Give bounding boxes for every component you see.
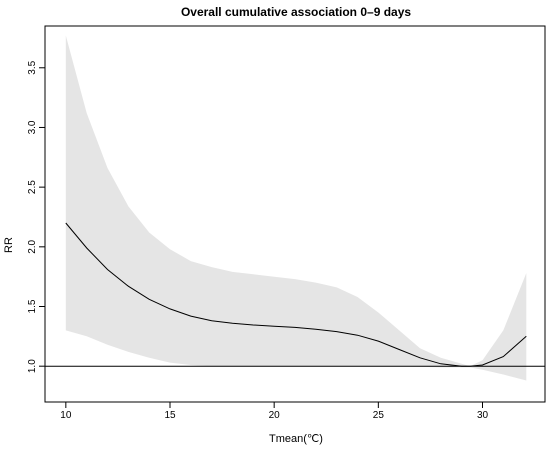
y-tick-label: 1.5 — [27, 299, 38, 313]
rr-curve — [65, 222, 527, 367]
y-tick-label: 2.0 — [27, 239, 38, 253]
x-tick-label: 30 — [477, 410, 489, 421]
x-tick-label: 20 — [269, 410, 281, 421]
chart-title: Overall cumulative association 0–9 days — [181, 5, 411, 19]
confidence-band — [65, 35, 527, 381]
x-tick-label: 10 — [60, 410, 72, 421]
x-tick-label: 25 — [373, 410, 385, 421]
plot-frame — [44, 25, 546, 403]
y-tick-label: 1.0 — [27, 359, 38, 373]
y-tick-label: 3.5 — [27, 60, 38, 74]
plot-area: 10 15 20 25 30 1.0 1.5 2.0 2.5 3.0 3.5 — [27, 25, 546, 421]
y-tick-label: 3.0 — [27, 120, 38, 134]
x-tick-label: 15 — [164, 410, 176, 421]
y-axis-label: RR — [3, 237, 15, 253]
x-axis-label: Tmean(℃) — [269, 433, 323, 445]
y-tick-label: 2.5 — [27, 180, 38, 194]
